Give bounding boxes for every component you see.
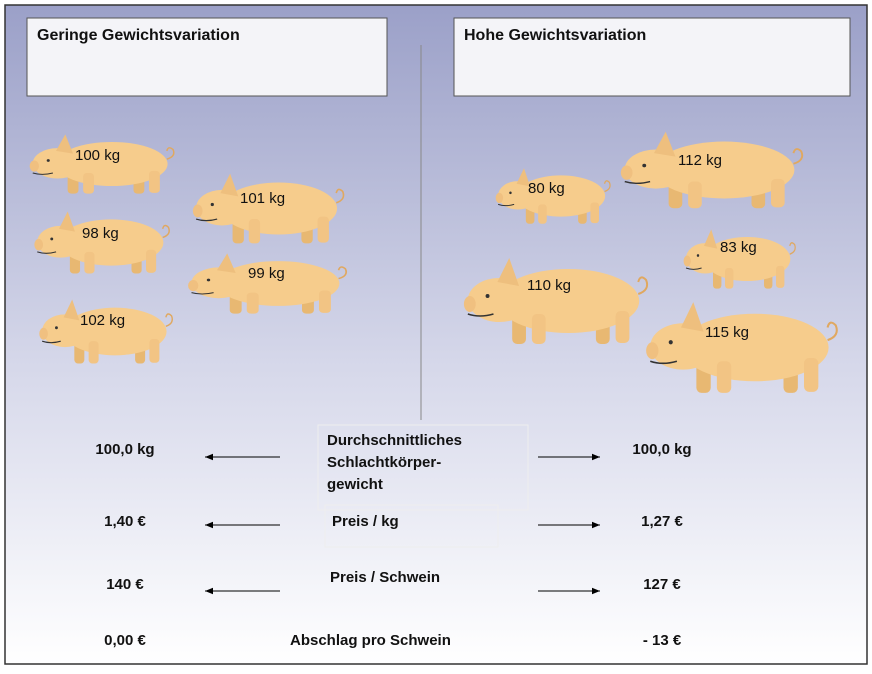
right-value: 127 € (643, 576, 681, 593)
row-label: Preis / Schwein (330, 569, 440, 586)
pig-weight: 115 kg (705, 324, 749, 341)
pig-weight: 98 kg (82, 225, 119, 242)
row-label: Preis / kg (332, 513, 399, 530)
pig-weight: 110 kg (527, 277, 571, 294)
pig-weight: 80 kg (528, 180, 565, 197)
panel-title: Geringe Gewichtsvariation (37, 27, 240, 44)
slide: Geringe Gewichtsvariation Hohe Gewichtsv… (0, 0, 872, 669)
pig-weight: 101 kg (240, 190, 285, 207)
pig-weight: 112 kg (678, 152, 722, 169)
pig-weight: 102 kg (80, 312, 125, 329)
right-value: 1,27 € (641, 513, 683, 530)
left-value: 140 € (106, 576, 144, 593)
right-value: - 13 € (643, 632, 682, 649)
panel-title: Hohe Gewichtsvariation (464, 27, 646, 44)
pig-weight: 100 kg (75, 147, 120, 164)
row-label: gewicht (327, 476, 383, 493)
pig-weight: 83 kg (720, 239, 757, 256)
right-value: 100,0 kg (632, 441, 691, 458)
row-label: Abschlag pro Schwein (290, 632, 451, 649)
row-label: Schlachtkörper- (327, 454, 441, 471)
pig-weight: 99 kg (248, 265, 285, 282)
left-value: 100,0 kg (95, 441, 154, 458)
left-value: 1,40 € (104, 513, 146, 530)
left-value: 0,00 € (104, 632, 146, 649)
row-label: Durchschnittliches (327, 432, 462, 449)
